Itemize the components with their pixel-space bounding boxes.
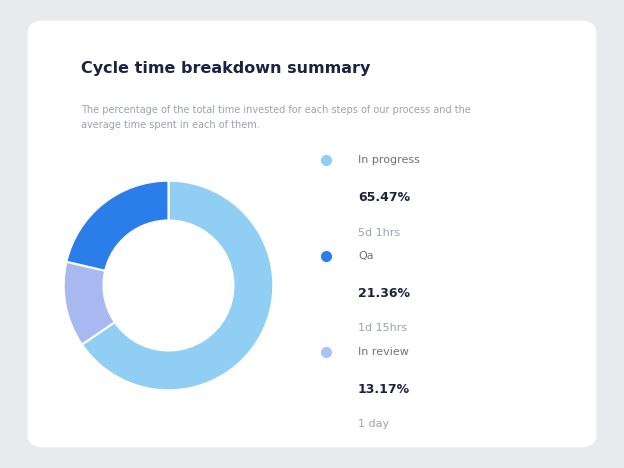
Wedge shape	[64, 262, 115, 344]
Wedge shape	[82, 181, 273, 390]
Wedge shape	[66, 181, 168, 271]
Text: In progress: In progress	[358, 155, 420, 165]
Text: Cycle time breakdown summary: Cycle time breakdown summary	[81, 61, 371, 76]
Text: Qa: Qa	[358, 251, 374, 261]
Text: 65.47%: 65.47%	[358, 191, 410, 204]
Text: 5d 1hrs: 5d 1hrs	[358, 227, 400, 238]
Text: 1d 15hrs: 1d 15hrs	[358, 323, 407, 333]
Text: 1 day: 1 day	[358, 419, 389, 429]
Text: 21.36%: 21.36%	[358, 287, 410, 300]
Text: 13.17%: 13.17%	[358, 383, 410, 396]
Text: In review: In review	[358, 347, 409, 357]
Text: The percentage of the total time invested for each steps of our process and the
: The percentage of the total time investe…	[81, 105, 471, 130]
FancyBboxPatch shape	[27, 21, 597, 447]
